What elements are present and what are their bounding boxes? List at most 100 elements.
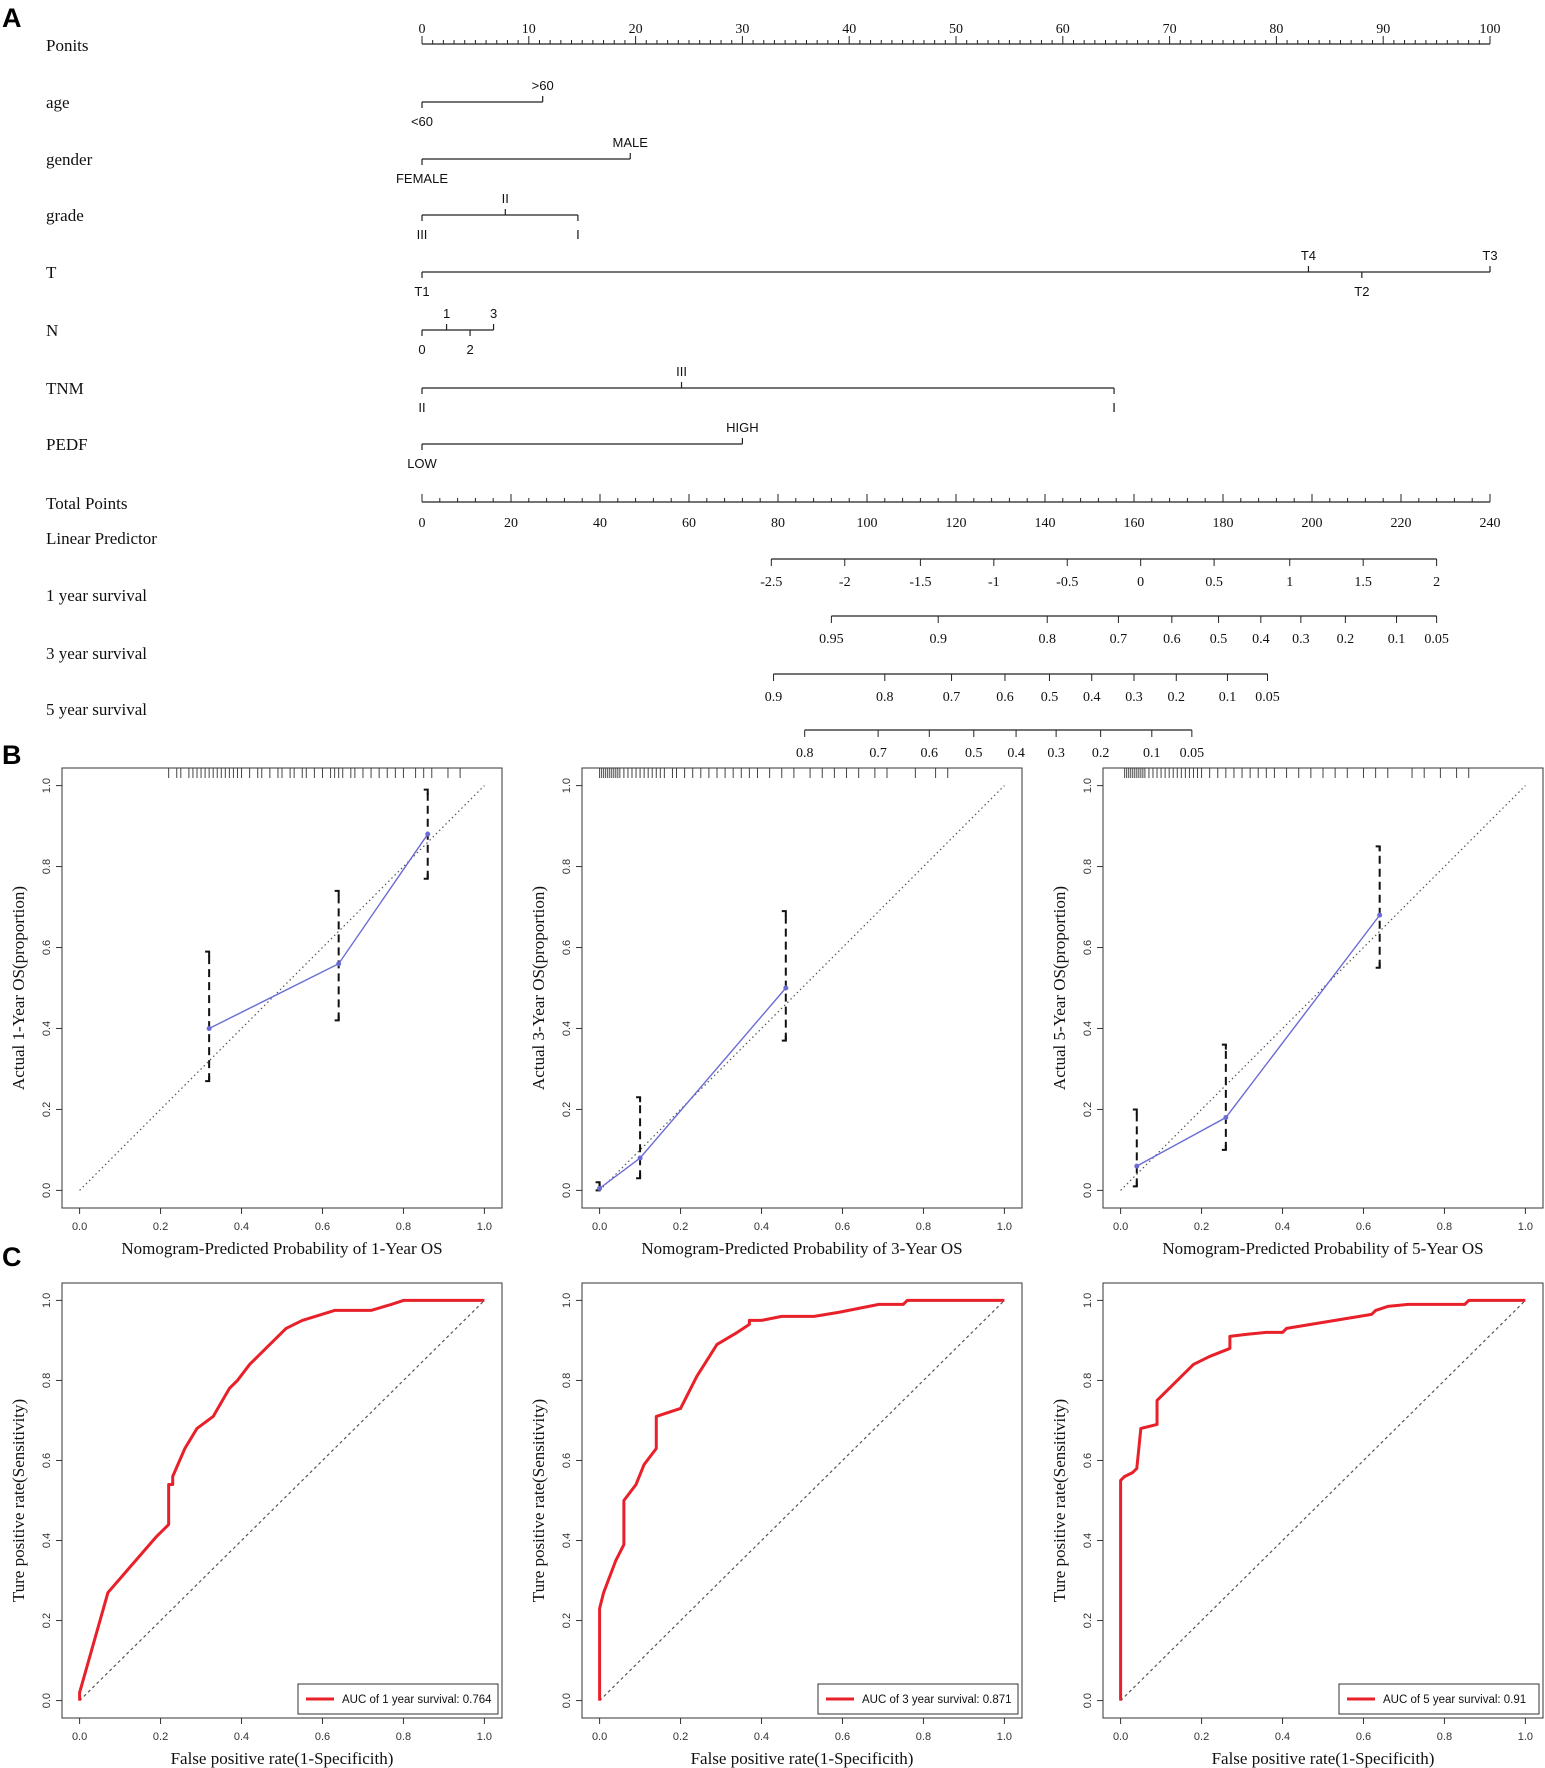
roc-plot-3-x-tick-label: 0.2 — [1194, 1731, 1209, 1743]
survival-scale-2-tick-label: 0.5 — [1041, 690, 1059, 705]
roc-plot-2-x-tick-label: 0.6 — [835, 1731, 850, 1743]
survival-scale-2-tick-label: 0.7 — [943, 690, 961, 705]
variable-pedf-level-label: HIGH — [726, 420, 759, 435]
roc-plot-2-y-tick-label: 0.6 — [561, 1453, 573, 1468]
calibration-plot-3-error-cap-top — [1221, 1043, 1227, 1050]
survival-scale-2-tick-label: 0.05 — [1255, 690, 1280, 705]
survival-scale-1-tick-label: 0.7 — [1110, 632, 1128, 647]
calibration-plot-2-calibration-point — [597, 1185, 603, 1191]
variable-tnm-label: TNM — [46, 379, 84, 398]
roc-plot-2-y-tick-label: 0.0 — [561, 1693, 573, 1708]
survival-scale-2-tick-label: 0.9 — [765, 690, 783, 705]
calibration-plot-2-y-axis-label: Actual 3-Year OS(proportion) — [529, 886, 548, 1090]
survival-scale-1-tick-label: 0.9 — [929, 632, 947, 647]
variable-n-level-label: 2 — [466, 342, 473, 357]
calibration-plot-3-x-tick-label: 0.8 — [1437, 1221, 1452, 1233]
survival-scale-2-label: 3 year survival — [46, 644, 147, 663]
roc-plot-2-y-tick-label: 0.4 — [561, 1533, 573, 1548]
total-points-scale-tick-label: 140 — [1035, 516, 1056, 531]
points-scale-tick-label: 70 — [1163, 22, 1177, 37]
roc-plot-2-frame — [581, 1282, 1023, 1719]
variable-grade-level-label: III — [417, 227, 428, 242]
points-scale-tick-label: 30 — [735, 22, 749, 37]
calibration-plot-2-calibration-point — [783, 985, 789, 991]
total-points-scale-tick-label: 20 — [504, 516, 518, 531]
calibration-plot-3-error-cap-top — [1375, 845, 1381, 852]
calibration-plot-3-calibration-point — [1223, 1115, 1229, 1121]
linear-predictor-scale-tick-label: 0.5 — [1205, 575, 1223, 590]
roc-plot-2-reference-diagonal — [599, 1299, 1005, 1702]
panel-label-b: B — [2, 740, 22, 770]
roc-plot-3-roc-curve — [1119, 1298, 1526, 1701]
roc-plot-1-y-tick-label: 0.8 — [41, 1373, 53, 1388]
total-points-scale-tick-label: 180 — [1213, 516, 1234, 531]
roc-plot-3-y-tick-label: 0.8 — [1082, 1373, 1094, 1388]
calibration-plot-1-error-cap-bottom — [205, 1076, 211, 1083]
variable-pedf-level-label: LOW — [407, 456, 437, 471]
total-points-scale-tick-label: 240 — [1480, 516, 1501, 531]
calibration-plot-1-y-axis-label: Actual 1-Year OS(proportion) — [9, 886, 28, 1090]
roc-plot-1-x-tick-label: 0.8 — [396, 1731, 411, 1743]
calibration-plot-2-y-tick-label: 1.0 — [561, 778, 573, 793]
calibration-plot-1-y-tick-label: 0.0 — [41, 1183, 53, 1198]
variable-gender-level-label: MALE — [613, 135, 649, 150]
linear-predictor-scale-tick-label: -1.5 — [909, 575, 931, 590]
variable-n-level-label: 1 — [443, 306, 450, 321]
roc-plot-1: 0.0 0.0 0.2 0.2 0.4 0.4 0.6 0.6 0.8 0.8 1.0 1.0 Fals… — [9, 1282, 503, 1768]
calibration-plot-2-error-cap-bottom — [781, 1035, 787, 1042]
roc-plot-2-y-tick-label: 1.0 — [561, 1293, 573, 1308]
calibration-plot-2-y-tick-label: 0.4 — [561, 1021, 573, 1036]
roc-plot-2-x-tick-label: 0.4 — [754, 1731, 769, 1743]
points-scale-label: Ponits — [46, 36, 89, 55]
calibration-plot-2-x-tick-label: 0.8 — [916, 1221, 931, 1233]
calibration-plot-3-error-cap-bottom — [1375, 962, 1381, 969]
survival-scale-3-label: 5 year survival — [46, 700, 147, 719]
survival-scale-2-tick-label: 0.1 — [1219, 690, 1237, 705]
points-scale-tick-label: 80 — [1269, 22, 1283, 37]
calibration-plot-1-y-tick-label: 0.4 — [41, 1021, 53, 1036]
roc-plot-1-roc-curve — [78, 1298, 485, 1701]
calibration-plot-3-x-tick-label: 1.0 — [1518, 1221, 1533, 1233]
variable-gender-label: gender — [46, 150, 93, 169]
calibration-plot-2-y-tick-label: 0.2 — [561, 1102, 573, 1117]
roc-plot-2-legend-text: AUC of 3 year survival: 0.871 — [862, 1694, 1012, 1706]
roc-plot-2-x-tick-label: 0.8 — [916, 1731, 931, 1743]
calibration-plot-2-calibration-point — [637, 1155, 643, 1161]
roc-plot-3-y-axis-label: Ture positive rate(Sensitivity) — [1050, 1399, 1069, 1602]
roc-plot-3-x-tick-label: 0.4 — [1275, 1731, 1290, 1743]
survival-scale-2-tick-label: 0.8 — [876, 690, 894, 705]
calibration-plot-1-y-tick-label: 0.6 — [41, 940, 53, 955]
calibration-plot-2-calibration-line — [599, 987, 787, 1189]
variable-age-level-label: >60 — [532, 78, 554, 93]
calibration-plot-3-y-tick-label: 0.2 — [1082, 1102, 1094, 1117]
roc-plot-1-y-tick-label: 0.4 — [41, 1533, 53, 1548]
calibration-plot-2-x-axis-label: Nomogram-Predicted Probability of 3-Year… — [641, 1239, 962, 1258]
points-scale-tick-label: 60 — [1056, 22, 1070, 37]
survival-scale-1-tick-label: 0.2 — [1337, 632, 1355, 647]
total-points-scale-tick-label: 160 — [1124, 516, 1145, 531]
total-points-scale-tick-label: 0 — [419, 516, 426, 531]
roc-plot-1-y-tick-label: 0.2 — [41, 1613, 53, 1628]
variable-grade-level-label: II — [502, 191, 509, 206]
calibration-plot-2: 0.0 0.0 0.2 0.2 0.4 0.4 0.6 0.6 0.8 0.8 1.0 1.0 Nomo… — [529, 767, 1023, 1258]
roc-plot-1-y-tick-label: 0.6 — [41, 1453, 53, 1468]
linear-predictor-scale-tick-label: 2 — [1433, 575, 1440, 590]
calibration-plot-1: 0.0 0.0 0.2 0.2 0.4 0.4 0.6 0.6 0.8 0.8 1.0 1.0 Nomo… — [9, 767, 503, 1258]
variable-n-level-label: 0 — [418, 342, 425, 357]
roc-plot-3-y-tick-label: 0.0 — [1082, 1693, 1094, 1708]
calibration-plot-1-calibration-point — [336, 961, 342, 967]
calibration-plot-3-x-tick-label: 0.2 — [1194, 1221, 1209, 1233]
linear-predictor-scale-tick-label: -1 — [988, 575, 1000, 590]
calibration-plot-3-calibration-point — [1134, 1163, 1140, 1169]
calibration-plot-2-error-cap-top — [636, 1096, 642, 1103]
roc-plot-1-x-tick-label: 0.6 — [315, 1731, 330, 1743]
calibration-plot-3-y-tick-label: 0.4 — [1082, 1021, 1094, 1036]
calibration-plot-3-y-tick-label: 0.0 — [1082, 1183, 1094, 1198]
calibration-plot-2-y-tick-label: 0.0 — [561, 1183, 573, 1198]
variable-grade-level-label: I — [576, 227, 580, 242]
calibration-plot-3-calibration-point — [1377, 912, 1383, 918]
total-points-scale-tick-label: 220 — [1391, 516, 1412, 531]
points-scale-tick-label: 20 — [629, 22, 643, 37]
calibration-plot-3-x-tick-label: 0.6 — [1356, 1221, 1371, 1233]
calibration-plot-2-x-tick-label: 0.6 — [835, 1221, 850, 1233]
